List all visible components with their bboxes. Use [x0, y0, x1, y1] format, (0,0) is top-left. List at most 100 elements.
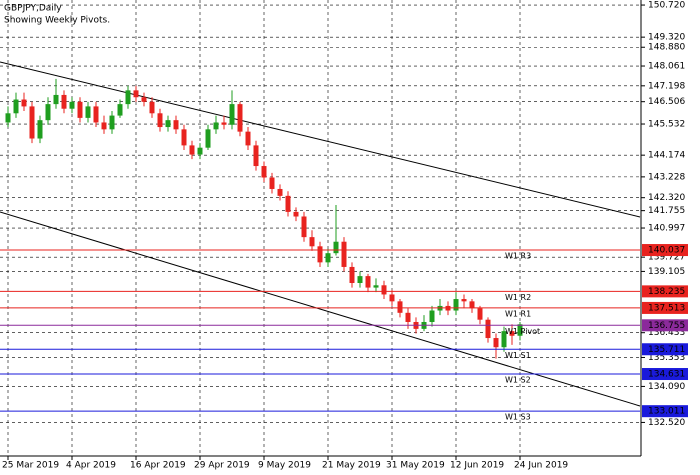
candle-body	[517, 324, 523, 336]
candle-body	[5, 113, 11, 123]
y-tick-label: 139.105	[648, 267, 685, 277]
y-tick-label: 149.320	[648, 33, 685, 43]
candle-body	[181, 129, 187, 146]
x-tick-label: 29 Apr 2019	[194, 461, 250, 471]
candle-body	[485, 319, 491, 339]
y-tick-label: 150.720	[648, 1, 685, 11]
candle-body	[277, 188, 283, 196]
pivot-price-label: 137.513	[648, 303, 685, 313]
pivot-price-label: 136.755	[648, 321, 685, 331]
candle-body	[157, 113, 163, 128]
candle-body	[213, 122, 219, 130]
y-tick-label: 147.198	[648, 81, 685, 91]
candle-body	[453, 299, 459, 311]
candle-body	[293, 211, 299, 217]
y-tick-label: 148.880	[648, 43, 685, 53]
candle-body	[205, 129, 211, 148]
candle-body	[477, 308, 483, 320]
pivot-price-box	[642, 343, 688, 356]
candle-body	[109, 115, 115, 130]
candle-body	[93, 106, 99, 123]
pivot-label: W1 Pivot	[505, 327, 540, 336]
pivot-label: W1 S1	[505, 351, 531, 360]
pivot-price-label: 135.711	[648, 345, 685, 355]
candle-body	[461, 299, 467, 302]
chart-title: GBPJPY,Daily	[4, 4, 62, 14]
pivot-price-label: 138.235	[648, 287, 685, 297]
candle-body	[149, 101, 155, 114]
x-tick-label: 16 Apr 2019	[130, 461, 186, 471]
candle-body	[141, 97, 147, 102]
candle-body	[165, 120, 171, 128]
y-tick-label: 139.727	[648, 253, 685, 263]
candle-body	[189, 145, 195, 155]
candle-body	[253, 145, 259, 167]
candle-body	[69, 101, 75, 109]
pivot-price-box	[642, 319, 688, 332]
candle-body	[269, 177, 275, 189]
pivot-price-label: 140.037	[648, 246, 685, 256]
y-tick-label: 144.174	[648, 151, 685, 161]
candle-body	[301, 216, 307, 238]
candle-body	[309, 237, 315, 247]
candle-body	[117, 104, 123, 116]
pivot-price-label: 133.011	[648, 407, 685, 417]
candle-body	[373, 285, 379, 288]
candle-body	[357, 276, 363, 283]
pivot-label: W1 S2	[505, 376, 531, 385]
y-tick-label: 145.532	[648, 120, 685, 130]
candle-body	[261, 166, 267, 178]
y-tick-label: 143.228	[648, 172, 685, 182]
pivot-label: W1 R1	[505, 309, 531, 318]
candle-body	[85, 106, 91, 118]
candle-body	[133, 90, 139, 98]
x-tick-label: 21 May 2019	[322, 461, 381, 471]
candles	[5, 78, 523, 359]
candle-body	[29, 106, 35, 139]
candle-body	[21, 99, 27, 107]
y-tick-label: 140.997	[648, 224, 685, 234]
y-tick-label: 132.520	[648, 418, 685, 428]
candle-body	[317, 246, 323, 263]
y-tick-label: 146.506	[648, 97, 685, 107]
x-tick-label: 25 Mar 2019	[2, 461, 59, 471]
candle-body	[101, 122, 107, 130]
pivot-price-box	[642, 285, 688, 298]
candle-body	[381, 285, 387, 295]
candle-body	[349, 266, 355, 283]
y-tick-label: 142.320	[648, 193, 685, 203]
candle-body	[285, 195, 291, 212]
candle-body	[229, 104, 235, 125]
candle-body	[61, 94, 67, 109]
candle-body	[365, 276, 371, 288]
pivot-price-box	[642, 301, 688, 314]
candle-body	[173, 120, 179, 130]
chart-subtitle: Showing Weekly Pivots.	[4, 16, 110, 26]
x-tick-label: 9 May 2019	[258, 461, 311, 471]
y-tick-label: 135.353	[648, 353, 685, 363]
y-tick-label: 136.433	[648, 328, 685, 338]
y-tick-label: 141.755	[648, 206, 685, 216]
x-tick-label: 12 Jun 2019	[450, 461, 504, 471]
pivot-label: W1 R3	[505, 252, 531, 261]
candle-body	[53, 94, 59, 105]
candle-body	[197, 147, 203, 155]
candle-body	[245, 131, 251, 146]
pivot-price-box	[642, 405, 688, 418]
pivot-price-box	[642, 368, 688, 381]
candle-body	[221, 122, 227, 125]
pivot-label: W1 R2	[505, 293, 531, 302]
candle-body	[397, 301, 403, 313]
candle-body	[429, 310, 435, 322]
candle-body	[237, 104, 243, 132]
candle-body	[37, 120, 43, 139]
candle-body	[493, 338, 499, 348]
candle-body	[341, 241, 347, 267]
x-tick-label: 4 Apr 2019	[66, 461, 116, 471]
trend-line	[0, 61, 641, 218]
candle-body	[501, 331, 507, 348]
candle-body	[325, 253, 331, 263]
pivot-price-label: 134.631	[648, 370, 685, 380]
